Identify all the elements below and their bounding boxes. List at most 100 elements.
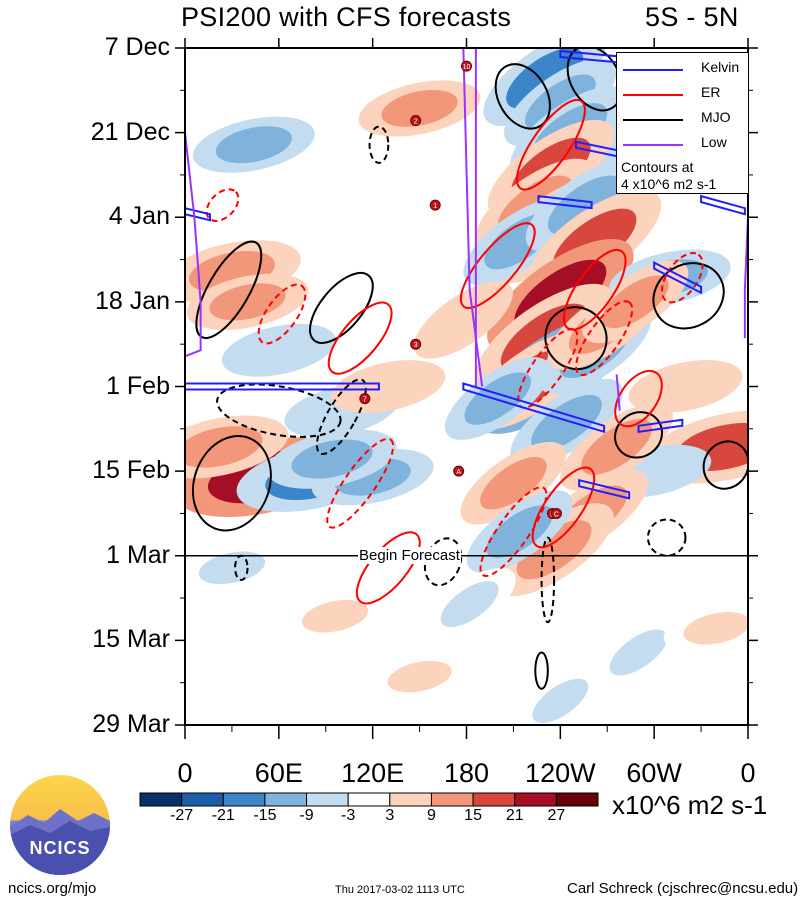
- ncics-logo-text: NCICS: [29, 838, 91, 858]
- kelvin-contour: [578, 478, 631, 500]
- footer-credit: Carl Schreck (cjschrec@ncsu.edu): [567, 880, 799, 897]
- legend-low-label: Low: [701, 134, 727, 150]
- y-tick-label: 18 Jan: [94, 286, 170, 315]
- colorbar-swatch: [430, 792, 474, 807]
- mjo-contour: [494, 63, 551, 130]
- er-contour: [516, 98, 586, 191]
- kelvin-contour: [653, 260, 703, 295]
- legend-kelvin: Kelvin: [617, 57, 748, 81]
- mjo-contour: [315, 378, 367, 456]
- storm-symbol: [461, 60, 472, 72]
- anomaly-cell: [683, 611, 748, 645]
- anomaly-cell: [531, 394, 602, 451]
- anomaly-cell: [516, 520, 592, 580]
- mjo-contour: [544, 306, 608, 371]
- legend-kelvin-label: Kelvin: [701, 59, 740, 75]
- colorbar-swatch: [181, 792, 224, 807]
- legend-mjo-swatch: [623, 119, 683, 121]
- er-contour: [660, 252, 704, 304]
- colorbar-swatch: [555, 792, 599, 807]
- low-track: [615, 374, 621, 411]
- er-contour: [479, 486, 548, 577]
- anomaly-cell: [602, 275, 669, 329]
- storm-symbol: [410, 115, 422, 127]
- anomaly-cell: [524, 74, 596, 131]
- legend-low-swatch: [623, 144, 683, 146]
- colorbar-label: -9: [299, 807, 314, 824]
- y-tick-label: 29 Mar: [92, 710, 170, 738]
- kelvin-contour: [537, 194, 593, 210]
- y-tick-label: 21 Dec: [90, 117, 170, 146]
- mjo-contour: [216, 383, 342, 438]
- y-tick-label: 15 Mar: [92, 625, 170, 654]
- colorbar-label: -3: [341, 807, 356, 824]
- kelvin-contour: [637, 418, 684, 433]
- anomaly-cell: [198, 551, 266, 585]
- y-tick-label: 7 Dec: [104, 33, 170, 61]
- storm-label: A: [456, 469, 461, 476]
- colorbar-label: 9: [427, 807, 436, 824]
- colorbar-label: 3: [385, 807, 395, 824]
- storm-symbol: [550, 507, 562, 519]
- legend-er: ER: [617, 82, 748, 106]
- storm-label: 7: [363, 397, 367, 404]
- anomaly-cell: [352, 369, 424, 404]
- storm-label: 2: [414, 119, 418, 126]
- y-tick-label: 1 Feb: [106, 371, 170, 400]
- chart-title: PSI200 with CFS forecasts: [181, 2, 512, 32]
- legend-low: Low: [617, 132, 748, 156]
- x-tick-label: 60E: [254, 758, 303, 788]
- storm-label: C: [554, 511, 559, 518]
- mjo-contour: [614, 411, 663, 459]
- x-tick-label: 120E: [341, 758, 405, 788]
- mjo-contour: [646, 518, 687, 557]
- begin-forecast-label: Begin Forecast: [358, 546, 461, 564]
- footer-url[interactable]: ncics.org/mjo: [8, 880, 97, 897]
- er-contour: [614, 369, 663, 428]
- storm-label: 10: [463, 64, 471, 71]
- colorbar-label: -15: [253, 807, 277, 824]
- er-contour: [531, 466, 596, 549]
- kelvin-contour: [462, 382, 606, 434]
- colorbar-swatch: [389, 792, 432, 807]
- ncics-logo: NCICS: [10, 775, 110, 875]
- colorbar-units: x10^6 m2 s-1: [612, 790, 768, 820]
- storm-symbol: [359, 393, 371, 405]
- er-contour: [355, 531, 421, 605]
- anomaly-cell: [432, 295, 495, 345]
- anomaly-cell: [547, 175, 623, 235]
- storm-symbol: [410, 338, 422, 350]
- x-tick-label: 60W: [626, 758, 682, 788]
- storm-label: 1: [433, 203, 437, 210]
- storm-label: 3: [414, 342, 418, 349]
- mjo-contour: [652, 262, 725, 330]
- colorbar-swatch: [264, 792, 308, 807]
- er-contour: [257, 283, 307, 345]
- mjo-contour: [368, 125, 390, 164]
- colorbar-label: -27: [170, 807, 194, 824]
- y-tick-label: 4 Jan: [108, 202, 170, 231]
- x-tick-label: 120W: [525, 758, 596, 788]
- kelvin-contour: [185, 382, 380, 391]
- x-tick-label: 180: [443, 758, 490, 788]
- x-tick-label: 0: [177, 758, 193, 788]
- legend-er-label: ER: [701, 84, 721, 100]
- mjo-contour: [702, 440, 748, 490]
- er-contour: [205, 188, 240, 222]
- colorbar-swatch: [139, 792, 183, 807]
- legend-note: Contours at 4 x10^6 m2 s-1: [621, 159, 716, 193]
- colorbar-label: 21: [505, 807, 524, 824]
- er-contour: [575, 300, 634, 377]
- low-track: [185, 132, 202, 358]
- anomaly-cell: [387, 660, 452, 693]
- colorbar-swatch: [222, 792, 266, 807]
- anomaly-cell: [440, 581, 499, 628]
- er-contour: [563, 248, 627, 331]
- er-contour: [327, 301, 393, 375]
- er-contour: [326, 437, 395, 529]
- y-tick-label: 15 Feb: [92, 456, 170, 485]
- storm-symbol: [429, 199, 441, 211]
- mjo-contour: [191, 434, 272, 532]
- anomaly-cell: [649, 369, 722, 404]
